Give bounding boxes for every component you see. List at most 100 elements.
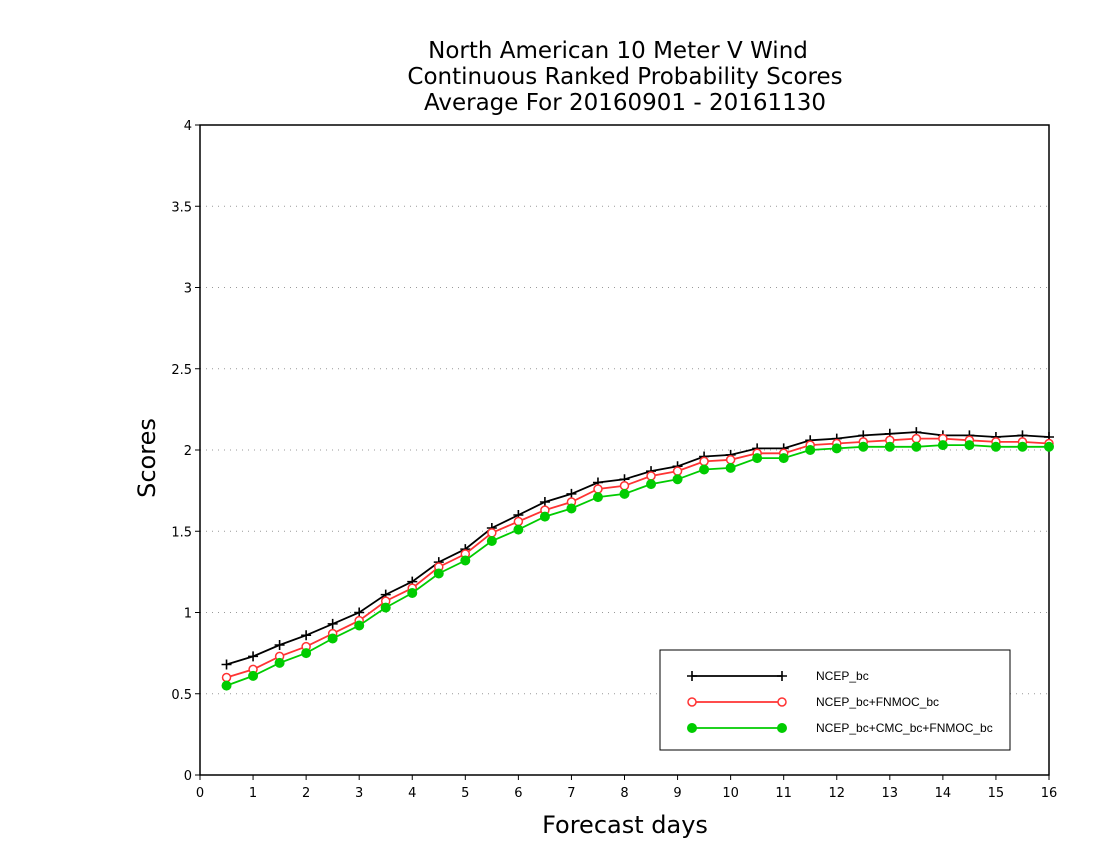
y-tick-label: 4 xyxy=(184,119,192,134)
data-point xyxy=(1044,441,1054,452)
y-tick-label: 2.5 xyxy=(171,363,192,378)
data-point xyxy=(752,453,763,464)
data-point xyxy=(513,524,524,535)
series-layer xyxy=(221,427,1054,691)
data-point xyxy=(274,640,285,650)
legend-items: NCEP_bc NCEP_bc+FNMOC_bc NCEP_bc+CMC_bc+FN… xyxy=(687,669,993,735)
data-point xyxy=(687,697,697,707)
data-point xyxy=(566,503,577,514)
data-point xyxy=(327,618,338,629)
data-point xyxy=(672,466,683,476)
chart-title-line-2: Continuous Ranked Probability Scores xyxy=(407,64,842,90)
data-point xyxy=(699,464,710,475)
data-point xyxy=(327,633,338,644)
x-tick-label: 6 xyxy=(514,786,522,801)
y-tick-label: 1.5 xyxy=(171,525,192,540)
y-tick-label: 3 xyxy=(184,282,192,297)
chart-title-line-1: North American 10 Meter V Wind xyxy=(428,38,808,64)
data-point xyxy=(593,484,603,494)
data-point xyxy=(1017,441,1028,452)
data-point xyxy=(221,659,232,670)
data-point xyxy=(646,471,656,481)
legend-label: NCEP_bc+CMC_bc+FNMOC_bc xyxy=(816,721,993,735)
data-point xyxy=(354,620,365,631)
series-3 xyxy=(221,440,1054,691)
data-point xyxy=(725,455,736,465)
y-tick-label: 1 xyxy=(184,607,192,622)
data-point xyxy=(619,481,630,491)
x-tick-label: 14 xyxy=(935,786,952,801)
data-point xyxy=(990,441,1001,452)
x-tick-label: 12 xyxy=(828,786,845,801)
x-tick-label: 16 xyxy=(1041,786,1058,801)
data-point xyxy=(699,456,709,467)
data-point xyxy=(619,488,630,499)
data-point xyxy=(539,497,550,507)
data-point xyxy=(354,607,365,618)
x-tick-label: 0 xyxy=(196,786,204,801)
data-point xyxy=(460,555,471,566)
x-axis-ticks: 0 1 2 3 4 5 6 7 8 9 10 11 12 13 14 15 16 xyxy=(196,775,1057,801)
data-point xyxy=(221,672,232,683)
x-axis-label: Forecast days xyxy=(542,811,708,839)
x-tick-label: 1 xyxy=(249,786,257,801)
data-point xyxy=(672,474,683,485)
x-tick-label: 3 xyxy=(355,786,363,801)
y-tick-label: 0 xyxy=(184,769,192,784)
data-point xyxy=(911,441,922,452)
data-point xyxy=(884,441,895,452)
data-point xyxy=(566,488,577,499)
series-2 xyxy=(221,433,1054,683)
data-point xyxy=(777,671,787,681)
data-point xyxy=(486,536,497,546)
data-point xyxy=(725,462,736,473)
data-point xyxy=(858,441,869,452)
data-point xyxy=(964,440,975,451)
data-point xyxy=(274,657,285,668)
data-point xyxy=(513,516,524,527)
x-tick-label: 9 xyxy=(673,786,681,801)
y-tick-label: 3.5 xyxy=(171,200,192,215)
y-tick-label: 2 xyxy=(184,444,192,459)
legend-entry-1: NCEP_bc xyxy=(687,669,869,683)
data-point xyxy=(687,671,697,681)
x-tick-label: 13 xyxy=(882,786,899,801)
legend-entry-2: NCEP_bc+FNMOC_bc xyxy=(687,695,939,709)
data-point xyxy=(301,648,312,659)
data-point xyxy=(778,453,789,464)
legend-label: NCEP_bc+FNMOC_bc xyxy=(816,695,939,709)
data-point xyxy=(687,723,697,733)
x-tick-label: 15 xyxy=(988,786,1005,801)
data-point xyxy=(248,670,259,681)
legend-entry-3: NCEP_bc+CMC_bc+FNMOC_bc xyxy=(687,721,993,735)
series-1 xyxy=(221,427,1054,670)
data-point xyxy=(777,723,787,733)
y-axis-ticks: 0 0.5 1 1.5 2 2.5 3 3.5 4 xyxy=(171,119,200,784)
data-point xyxy=(805,445,816,455)
data-point xyxy=(592,492,603,503)
legend: NCEP_bc NCEP_bc+FNMOC_bc NCEP_bc+CMC_bc+FN… xyxy=(659,649,1011,751)
x-tick-label: 7 xyxy=(567,786,575,801)
data-point xyxy=(831,443,842,454)
data-point xyxy=(407,588,418,598)
data-point xyxy=(248,651,259,662)
gridlines xyxy=(200,205,1049,695)
x-tick-label: 5 xyxy=(461,786,469,801)
data-point xyxy=(646,479,657,490)
data-point xyxy=(539,511,550,522)
data-point xyxy=(777,697,787,707)
y-tick-label: 0.5 xyxy=(171,688,192,703)
x-tick-label: 10 xyxy=(722,786,739,801)
chart-title-line-3: Average For 20160901 - 20161130 xyxy=(424,90,826,116)
data-point xyxy=(221,680,232,691)
x-tick-label: 8 xyxy=(620,786,628,801)
data-point xyxy=(487,528,497,538)
data-point xyxy=(301,630,312,641)
data-point xyxy=(380,602,391,613)
data-point xyxy=(911,433,922,444)
data-point xyxy=(937,440,948,451)
legend-box xyxy=(659,649,1011,751)
data-point xyxy=(433,568,444,579)
